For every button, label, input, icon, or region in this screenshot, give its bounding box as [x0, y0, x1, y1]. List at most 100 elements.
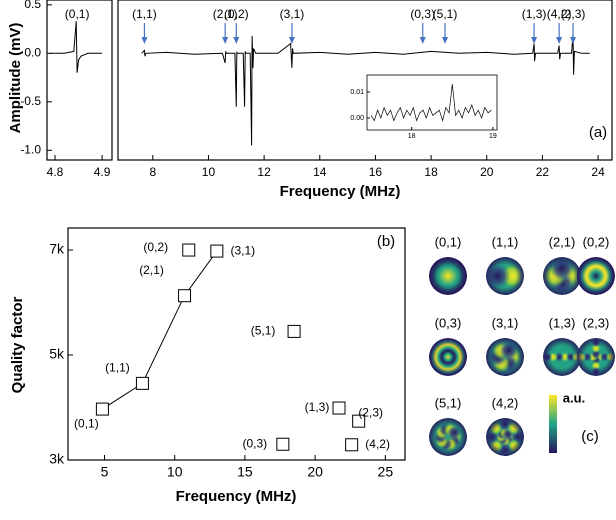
mode-shape [429, 257, 467, 295]
mode-label: (0,3) [435, 315, 462, 330]
x-tick-label: 16 [369, 165, 383, 179]
mode-annotation: (0,1) [65, 7, 90, 21]
q-point [210, 244, 224, 258]
y-tick-label: 0.5 [24, 0, 41, 11]
x-axis-label: Frequency (MHz) [176, 488, 297, 505]
colorbar [549, 395, 557, 453]
q-point [182, 243, 196, 257]
point-label: (2,3) [358, 405, 383, 419]
arrow-head [141, 37, 148, 44]
axes-frame [366, 74, 498, 131]
y-tick-label: 3k [49, 451, 65, 467]
arrow-head [570, 37, 577, 44]
mode-edge [486, 257, 524, 295]
mode-label: (3,1) [492, 315, 519, 330]
y-tick-label: 0.01 [350, 89, 364, 96]
x-tick-label: 12 [257, 165, 271, 179]
arrow-head [556, 37, 563, 44]
q-point [178, 289, 192, 303]
x-axis-label: Frequency (MHz) [280, 183, 401, 200]
mode-edge [577, 257, 615, 295]
q-point [287, 324, 301, 338]
mode-edge [543, 257, 581, 295]
mode-annotation: (4,2) [547, 7, 572, 21]
x-tick-label: 20 [480, 165, 494, 179]
mode-annotation: (2,3) [561, 7, 586, 21]
mode-label: (0,1) [435, 234, 462, 249]
mode-label: (5,1) [435, 395, 462, 410]
x-tick-label: 20 [307, 464, 323, 480]
y-tick-label: 0.00 [350, 115, 364, 122]
mode-shape [543, 338, 581, 376]
mode-edge [429, 338, 467, 376]
x-tick-label: 5 [101, 464, 109, 480]
x-tick-label: 18 [408, 133, 416, 140]
panel-label: (c) [581, 428, 599, 445]
point-label: (0,3) [242, 436, 267, 450]
trace-line [370, 84, 492, 122]
x-tick-label: 14 [313, 165, 327, 179]
mode-edge [429, 257, 467, 295]
mode-edge [486, 418, 524, 456]
point-label: (4,2) [365, 437, 390, 451]
mode-annotation: (1,1) [132, 7, 157, 21]
y-tick-label: -0.5 [20, 94, 41, 108]
panel-label: (a) [589, 124, 607, 141]
panel-label: (b) [377, 233, 395, 250]
q-point [345, 438, 359, 452]
mode-shape [429, 338, 467, 376]
mode-label: (2,3) [583, 315, 610, 330]
point-label: (1,1) [105, 361, 130, 375]
mode-annotation: (2,1) [213, 7, 238, 21]
point-label: (0,2) [143, 240, 168, 254]
trace-line [141, 33, 590, 146]
mode-label: (1,1) [492, 234, 519, 249]
mode-shape [486, 338, 524, 376]
mode-label: (0,2) [583, 234, 610, 249]
mode-shape [486, 418, 524, 456]
y-axis-label: Amplitude (mV) [7, 23, 24, 134]
q-point [352, 414, 366, 428]
x-tick-label: 24 [591, 165, 605, 179]
arrow-head [288, 37, 295, 44]
mode-edge [486, 338, 524, 376]
y-tick-label: 7k [49, 241, 65, 257]
arrow-head [419, 37, 426, 44]
q-point [276, 437, 290, 451]
x-tick-label: 15 [237, 464, 253, 480]
y-tick-label: 0.0 [24, 46, 41, 60]
point-label: (0,1) [74, 416, 99, 430]
q-point [332, 401, 346, 415]
mode-shape [429, 418, 467, 456]
trace-line [50, 21, 103, 73]
axes-frame [46, 0, 113, 161]
mode-edge [429, 418, 467, 456]
colorbar-label: a.u. [563, 390, 585, 405]
point-label: (3,1) [230, 243, 255, 257]
y-tick-label: -1.0 [20, 142, 41, 156]
mode-annotation: (0,3) [410, 7, 435, 21]
mode-annotation: (0,2) [224, 7, 249, 21]
x-tick-label: 4.9 [94, 165, 111, 179]
mode-shape [486, 257, 524, 295]
x-tick-label: 10 [202, 165, 216, 179]
y-tick-label: 5k [49, 346, 65, 362]
q-point [95, 402, 109, 416]
x-tick-label: 19 [489, 133, 497, 140]
x-tick-label: 25 [378, 464, 394, 480]
mode-label: (4,2) [492, 395, 519, 410]
arrow-head [222, 37, 229, 44]
x-tick-label: 22 [536, 165, 550, 179]
mode-edge [543, 338, 581, 376]
mode-annotation: (1,3) [522, 7, 547, 21]
point-label: (5,1) [251, 324, 276, 338]
connecting-line [102, 250, 218, 410]
mode-shape [577, 338, 615, 376]
x-tick-label: 8 [149, 165, 156, 179]
y-axis-label: Quality factor [9, 296, 26, 393]
mode-annotation: (5,1) [433, 7, 458, 21]
arrow-head [531, 37, 538, 44]
mode-label: (1,3) [549, 315, 576, 330]
